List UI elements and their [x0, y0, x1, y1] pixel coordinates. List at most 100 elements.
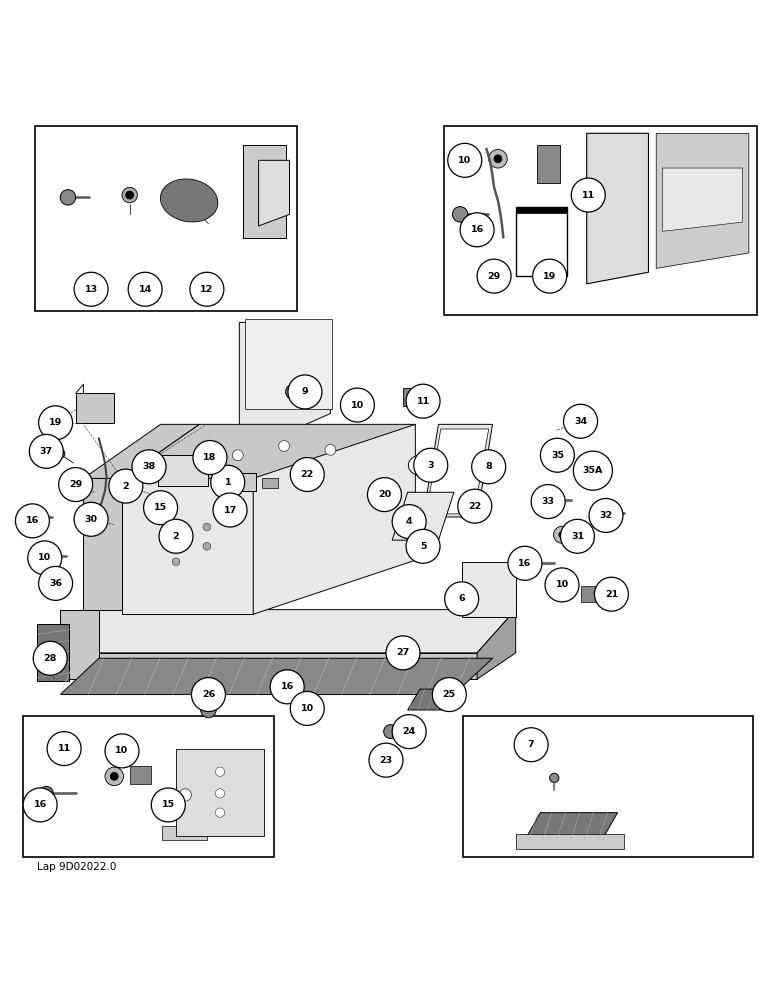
- Bar: [444, 126, 757, 315]
- Circle shape: [28, 541, 62, 575]
- Circle shape: [540, 493, 554, 507]
- Circle shape: [392, 715, 426, 749]
- Text: 38: 38: [142, 462, 156, 471]
- Polygon shape: [516, 207, 567, 213]
- Circle shape: [144, 491, 178, 525]
- Circle shape: [384, 725, 398, 739]
- Circle shape: [458, 489, 492, 523]
- Polygon shape: [656, 133, 749, 268]
- Circle shape: [564, 404, 598, 438]
- Circle shape: [39, 549, 53, 563]
- Polygon shape: [403, 388, 426, 406]
- Text: 10: 10: [458, 156, 472, 165]
- Polygon shape: [426, 429, 489, 514]
- Circle shape: [448, 143, 482, 177]
- Circle shape: [215, 767, 225, 776]
- Polygon shape: [122, 424, 415, 478]
- Circle shape: [203, 542, 211, 550]
- Text: 16: 16: [470, 225, 484, 234]
- Text: 37: 37: [39, 447, 53, 456]
- Text: 3: 3: [428, 461, 434, 470]
- Text: 21: 21: [604, 590, 618, 599]
- Polygon shape: [60, 610, 99, 679]
- Text: 9: 9: [302, 387, 308, 396]
- Text: 15: 15: [161, 800, 175, 809]
- Circle shape: [489, 150, 507, 168]
- Circle shape: [179, 789, 191, 801]
- Polygon shape: [516, 207, 567, 276]
- Polygon shape: [259, 160, 290, 226]
- Circle shape: [39, 786, 53, 800]
- Polygon shape: [262, 478, 278, 488]
- Circle shape: [559, 582, 565, 588]
- Text: 10: 10: [115, 746, 129, 755]
- Circle shape: [369, 743, 403, 777]
- Text: 10: 10: [350, 401, 364, 410]
- Circle shape: [201, 702, 216, 718]
- Text: 16: 16: [25, 516, 39, 525]
- Circle shape: [340, 388, 374, 422]
- Circle shape: [346, 397, 364, 415]
- Circle shape: [172, 523, 180, 531]
- Polygon shape: [83, 424, 199, 478]
- Circle shape: [279, 678, 292, 690]
- Polygon shape: [162, 751, 207, 840]
- Text: 15: 15: [154, 503, 168, 512]
- Circle shape: [392, 505, 426, 539]
- Circle shape: [33, 641, 67, 675]
- Circle shape: [580, 462, 587, 470]
- Polygon shape: [477, 610, 516, 679]
- Text: 23: 23: [379, 756, 393, 765]
- Ellipse shape: [408, 454, 438, 476]
- Circle shape: [386, 636, 420, 670]
- Circle shape: [545, 568, 579, 602]
- Circle shape: [15, 504, 49, 538]
- Circle shape: [191, 678, 225, 712]
- Circle shape: [417, 540, 429, 552]
- Circle shape: [197, 685, 220, 708]
- Circle shape: [232, 450, 243, 461]
- Polygon shape: [516, 834, 624, 849]
- Polygon shape: [662, 168, 743, 231]
- Polygon shape: [60, 610, 516, 653]
- Circle shape: [540, 438, 574, 472]
- Circle shape: [452, 207, 468, 222]
- Circle shape: [589, 498, 623, 532]
- Circle shape: [74, 502, 108, 536]
- Circle shape: [105, 767, 124, 786]
- Polygon shape: [130, 766, 151, 784]
- Circle shape: [543, 448, 554, 459]
- Text: 31: 31: [571, 532, 584, 541]
- Circle shape: [132, 450, 166, 484]
- Circle shape: [401, 514, 417, 529]
- Circle shape: [211, 465, 245, 499]
- Circle shape: [47, 573, 64, 590]
- Circle shape: [594, 577, 628, 611]
- Polygon shape: [122, 478, 253, 614]
- Bar: [463, 716, 753, 857]
- Text: 8: 8: [486, 462, 492, 471]
- Text: 28: 28: [43, 654, 57, 663]
- Text: 24: 24: [402, 727, 416, 736]
- Circle shape: [193, 441, 227, 475]
- Circle shape: [290, 691, 324, 725]
- Circle shape: [406, 384, 440, 418]
- Polygon shape: [245, 319, 332, 409]
- Circle shape: [406, 529, 440, 563]
- Circle shape: [147, 463, 154, 471]
- Text: 1: 1: [225, 478, 231, 487]
- Text: 10: 10: [555, 580, 569, 589]
- Text: 16: 16: [518, 559, 532, 568]
- Polygon shape: [60, 658, 493, 695]
- Circle shape: [109, 469, 143, 503]
- Text: 19: 19: [543, 272, 557, 281]
- Text: 22: 22: [300, 470, 314, 479]
- Circle shape: [35, 511, 47, 523]
- Bar: [23, 716, 274, 857]
- Circle shape: [299, 698, 316, 715]
- Text: Lap 9D02022.0: Lap 9D02022.0: [37, 862, 117, 872]
- Text: 10: 10: [38, 553, 52, 562]
- Polygon shape: [76, 393, 114, 423]
- Circle shape: [432, 678, 466, 712]
- Circle shape: [47, 732, 81, 766]
